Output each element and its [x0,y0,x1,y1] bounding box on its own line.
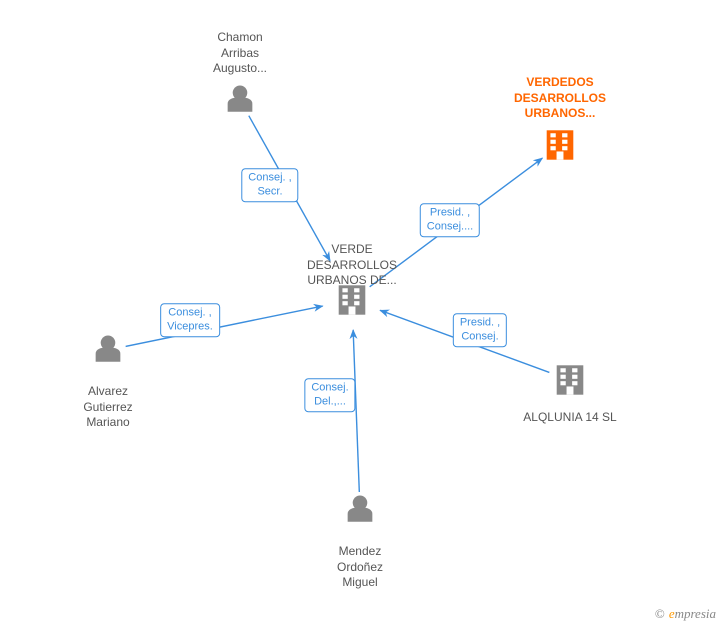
edge-label: Consej. , Vicepres. [160,303,220,337]
building-icon [557,365,584,394]
person-icon [96,335,121,361]
node-label-top_person: Chamon Arribas Augusto... [170,30,310,77]
building-icon [339,285,366,314]
node-label-bottom_person: Mendez Ordoñez Miguel [290,544,430,591]
node-label-left_person: Alvarez Gutierrez Mariano [38,384,178,431]
node-label-right_building: ALQLUNIA 14 SL [500,410,640,426]
node-label-top_right_building: VERDEDOS DESARROLLOS URBANOS... [490,75,630,122]
person-icon [228,85,253,111]
copyright-symbol: © [655,606,665,621]
person-icon [348,495,373,521]
edge-label: Presid. , Consej. [453,313,507,347]
node-label-center: VERDE DESARROLLOS URBANOS DE... [282,242,422,289]
edge-label: Consej. , Secr. [241,168,298,202]
edge-label: Consej. Del.,... [304,378,355,412]
edge-line [126,306,323,346]
copyright: ©empresia [655,606,716,622]
building-icon [547,130,574,159]
edge-label: Presid. , Consej.... [420,203,480,237]
brand-rest: mpresia [675,606,716,621]
